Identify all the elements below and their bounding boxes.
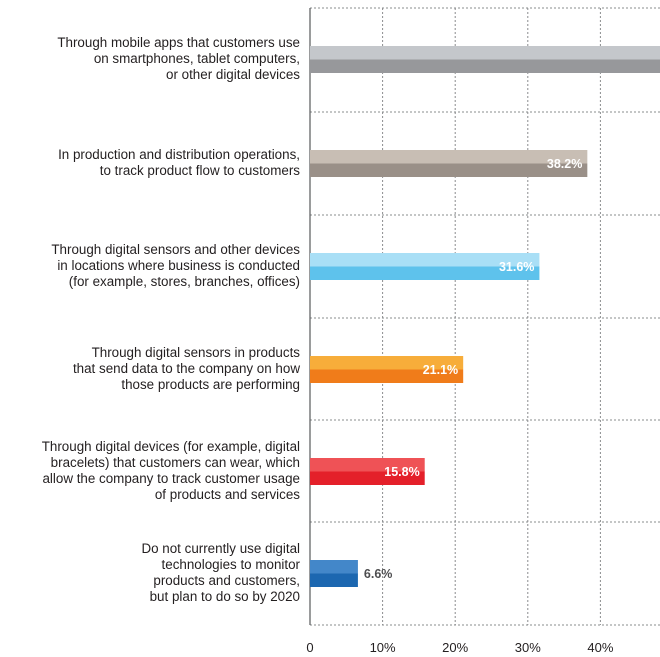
bar-top (310, 560, 358, 574)
x-tick-label: 20% (442, 640, 468, 655)
x-tick-label: 10% (370, 640, 396, 655)
category-label-line: on smartphones, tablet computers, (93, 50, 300, 66)
category-label-line: In production and distribution operation… (58, 146, 300, 162)
bar-bottom (310, 573, 358, 587)
x-tick-label: 0 (306, 640, 313, 655)
category-label-line: allow the company to track customer usag… (42, 470, 300, 486)
x-tick-label: 40% (587, 640, 613, 655)
bar-bottom (310, 266, 540, 280)
category-label-line: of products and services (154, 486, 300, 502)
bar-value-label: 31.6% (499, 260, 534, 274)
bar-value-label: 15.8% (384, 465, 419, 479)
category-label-line: products and customers, (153, 572, 300, 588)
bar-top (310, 356, 464, 370)
category-label-line: but plan to do so by 2020 (149, 588, 300, 604)
bar-value-label: 6.6% (364, 567, 393, 581)
bar-top (310, 46, 660, 60)
bar-bottom (310, 59, 660, 73)
category-label-line: Do not currently use digital (141, 540, 300, 556)
category-label-line: bracelets) that customers can wear, whic… (50, 454, 300, 470)
category-label: Through mobile apps that customers use on… (0, 35, 300, 83)
bar-value-label: 21.1% (423, 363, 458, 377)
bar-value-label: 38.2% (547, 157, 582, 171)
x-tick-label: 30% (515, 640, 541, 655)
category-label-line: (for example, stores, branches, offices) (68, 273, 300, 289)
category-label: Do not currently use digital technologies… (0, 541, 300, 605)
category-label: In production and distribution operation… (0, 147, 300, 179)
bar-bottom (310, 471, 425, 485)
bar-bottom (310, 163, 588, 177)
category-label: Through digital devices (for example, di… (0, 439, 300, 503)
bar-bottom (310, 369, 464, 383)
category-label-line: those products are performing (121, 376, 300, 392)
category-label-line: or other digital devices (166, 66, 300, 82)
category-label: Through digital sensors and other device… (0, 242, 300, 290)
category-label-line: Through digital devices (for example, di… (41, 438, 300, 454)
category-label-line: to track product flow to customers (99, 162, 300, 178)
category-label-line: technologies to monitor (161, 556, 300, 572)
category-label-line: in locations where business is conducted (57, 257, 300, 273)
bar-top (310, 458, 425, 472)
category-label-line: Through mobile apps that customers use (57, 34, 300, 50)
bar-top (310, 253, 540, 267)
category-label-line: that send data to the company on how (72, 360, 300, 376)
category-label: Through digital sensors in products that … (0, 345, 300, 393)
category-label-line: Through digital sensors and other device… (51, 241, 300, 257)
category-label-line: Through digital sensors in products (91, 344, 300, 360)
bar-top (310, 150, 588, 164)
